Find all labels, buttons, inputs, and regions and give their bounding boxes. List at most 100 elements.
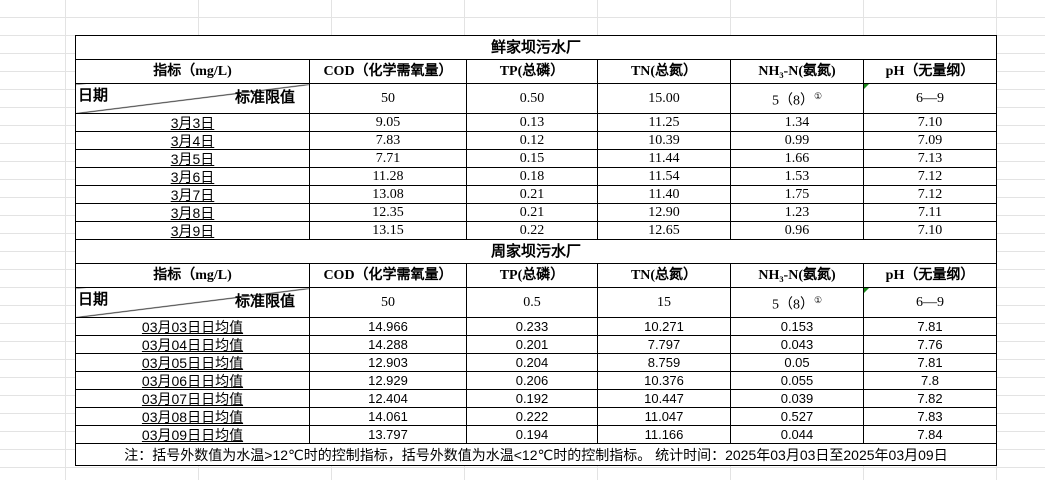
value-cell[interactable]: 0.96 xyxy=(730,221,864,240)
standard-limit-value[interactable]: 15.00 xyxy=(597,83,731,114)
date-cell[interactable]: 3月6日 xyxy=(75,167,310,186)
standard-limit-value[interactable]: 50 xyxy=(309,287,467,318)
value-cell[interactable]: 11.166 xyxy=(597,425,731,444)
value-cell[interactable]: 7.797 xyxy=(597,335,731,354)
column-header[interactable]: NH₃-N(氨氮) xyxy=(730,263,864,288)
date-cell[interactable]: 3月4日 xyxy=(75,131,310,150)
column-header[interactable]: 指标（mg/L) xyxy=(75,263,310,288)
standard-limit-value[interactable]: 0.50 xyxy=(466,83,598,114)
value-cell[interactable]: 0.233 xyxy=(466,317,598,336)
standard-limit-value[interactable]: 5（8）① xyxy=(730,287,864,318)
value-cell[interactable]: 7.81 xyxy=(863,353,997,372)
value-cell[interactable]: 0.18 xyxy=(466,167,598,186)
value-cell[interactable]: 1.53 xyxy=(730,167,864,186)
column-header[interactable]: TP(总磷） xyxy=(466,59,598,84)
standard-limit-value[interactable]: 5（8）① xyxy=(730,83,864,114)
value-cell[interactable]: 10.447 xyxy=(597,389,731,408)
column-header[interactable]: TP(总磷） xyxy=(466,263,598,288)
plant-title[interactable]: 周家坝污水厂 xyxy=(75,239,997,264)
column-header[interactable]: 指标（mg/L) xyxy=(75,59,310,84)
date-cell[interactable]: 3月9日 xyxy=(75,221,310,240)
value-cell[interactable]: 11.047 xyxy=(597,407,731,426)
value-cell[interactable]: 7.10 xyxy=(863,221,997,240)
value-cell[interactable]: 7.71 xyxy=(309,149,467,168)
date-cell[interactable]: 03月05日日均值 xyxy=(75,353,310,372)
value-cell[interactable]: 12.404 xyxy=(309,389,467,408)
value-cell[interactable]: 0.201 xyxy=(466,335,598,354)
value-cell[interactable]: 7.10 xyxy=(863,113,997,132)
value-cell[interactable]: 7.83 xyxy=(863,407,997,426)
value-cell[interactable]: 7.12 xyxy=(863,167,997,186)
value-cell[interactable]: 0.039 xyxy=(730,389,864,408)
column-header[interactable]: pH（无量纲） xyxy=(863,263,997,288)
value-cell[interactable]: 0.055 xyxy=(730,371,864,390)
value-cell[interactable]: 12.65 xyxy=(597,221,731,240)
value-cell[interactable]: 11.54 xyxy=(597,167,731,186)
value-cell[interactable]: 0.206 xyxy=(466,371,598,390)
standard-limit-value[interactable]: 50 xyxy=(309,83,467,114)
value-cell[interactable]: 0.044 xyxy=(730,425,864,444)
value-cell[interactable]: 0.13 xyxy=(466,113,598,132)
date-cell[interactable]: 3月3日 xyxy=(75,113,310,132)
value-cell[interactable]: 0.222 xyxy=(466,407,598,426)
value-cell[interactable]: 7.76 xyxy=(863,335,997,354)
value-cell[interactable]: 7.81 xyxy=(863,317,997,336)
date-cell[interactable]: 03月09日日均值 xyxy=(75,425,310,444)
date-cell[interactable]: 3月8日 xyxy=(75,203,310,222)
value-cell[interactable]: 1.34 xyxy=(730,113,864,132)
value-cell[interactable]: 0.21 xyxy=(466,185,598,204)
value-cell[interactable]: 0.99 xyxy=(730,131,864,150)
value-cell[interactable]: 7.84 xyxy=(863,425,997,444)
date-cell[interactable]: 03月06日日均值 xyxy=(75,371,310,390)
date-cell[interactable]: 03月08日日均值 xyxy=(75,407,310,426)
value-cell[interactable]: 12.929 xyxy=(309,371,467,390)
value-cell[interactable]: 13.797 xyxy=(309,425,467,444)
value-cell[interactable]: 0.527 xyxy=(730,407,864,426)
value-cell[interactable]: 14.061 xyxy=(309,407,467,426)
standard-limit-value[interactable]: 0.5 xyxy=(466,287,598,318)
value-cell[interactable]: 12.90 xyxy=(597,203,731,222)
value-cell[interactable]: 10.271 xyxy=(597,317,731,336)
value-cell[interactable]: 0.194 xyxy=(466,425,598,444)
value-cell[interactable]: 0.05 xyxy=(730,353,864,372)
date-cell[interactable]: 03月03日日均值 xyxy=(75,317,310,336)
value-cell[interactable]: 11.28 xyxy=(309,167,467,186)
column-header[interactable]: COD（化学需氧量） xyxy=(309,263,467,288)
value-cell[interactable]: 7.82 xyxy=(863,389,997,408)
value-cell[interactable]: 13.15 xyxy=(309,221,467,240)
column-header[interactable]: COD（化学需氧量） xyxy=(309,59,467,84)
footnote-text[interactable]: 注：括号外数值为水温>12℃时的控制指标，括号外数值为水温<12℃时的控制指标。… xyxy=(75,443,997,466)
value-cell[interactable]: 0.22 xyxy=(466,221,598,240)
value-cell[interactable]: 0.153 xyxy=(730,317,864,336)
value-cell[interactable]: 14.288 xyxy=(309,335,467,354)
value-cell[interactable]: 0.204 xyxy=(466,353,598,372)
value-cell[interactable]: 1.75 xyxy=(730,185,864,204)
value-cell[interactable]: 0.192 xyxy=(466,389,598,408)
value-cell[interactable]: 0.12 xyxy=(466,131,598,150)
value-cell[interactable]: 7.11 xyxy=(863,203,997,222)
column-header[interactable]: pH（无量纲） xyxy=(863,59,997,84)
column-header[interactable]: TN(总氮） xyxy=(597,59,731,84)
value-cell[interactable]: 12.903 xyxy=(309,353,467,372)
value-cell[interactable]: 7.83 xyxy=(309,131,467,150)
value-cell[interactable]: 0.21 xyxy=(466,203,598,222)
value-cell[interactable]: 0.043 xyxy=(730,335,864,354)
value-cell[interactable]: 7.13 xyxy=(863,149,997,168)
value-cell[interactable]: 9.05 xyxy=(309,113,467,132)
value-cell[interactable]: 1.23 xyxy=(730,203,864,222)
date-cell[interactable]: 03月04日日均值 xyxy=(75,335,310,354)
value-cell[interactable]: 13.08 xyxy=(309,185,467,204)
date-cell[interactable]: 03月07日日均值 xyxy=(75,389,310,408)
value-cell[interactable]: 7.8 xyxy=(863,371,997,390)
value-cell[interactable]: 11.25 xyxy=(597,113,731,132)
value-cell[interactable]: 1.66 xyxy=(730,149,864,168)
value-cell[interactable]: 8.759 xyxy=(597,353,731,372)
value-cell[interactable]: 11.40 xyxy=(597,185,731,204)
column-header[interactable]: TN(总氮） xyxy=(597,263,731,288)
value-cell[interactable]: 7.12 xyxy=(863,185,997,204)
value-cell[interactable]: 11.44 xyxy=(597,149,731,168)
value-cell[interactable]: 7.09 xyxy=(863,131,997,150)
diagonal-header-cell[interactable]: 日期 标准限值 xyxy=(75,287,310,318)
date-cell[interactable]: 3月5日 xyxy=(75,149,310,168)
value-cell[interactable]: 12.35 xyxy=(309,203,467,222)
